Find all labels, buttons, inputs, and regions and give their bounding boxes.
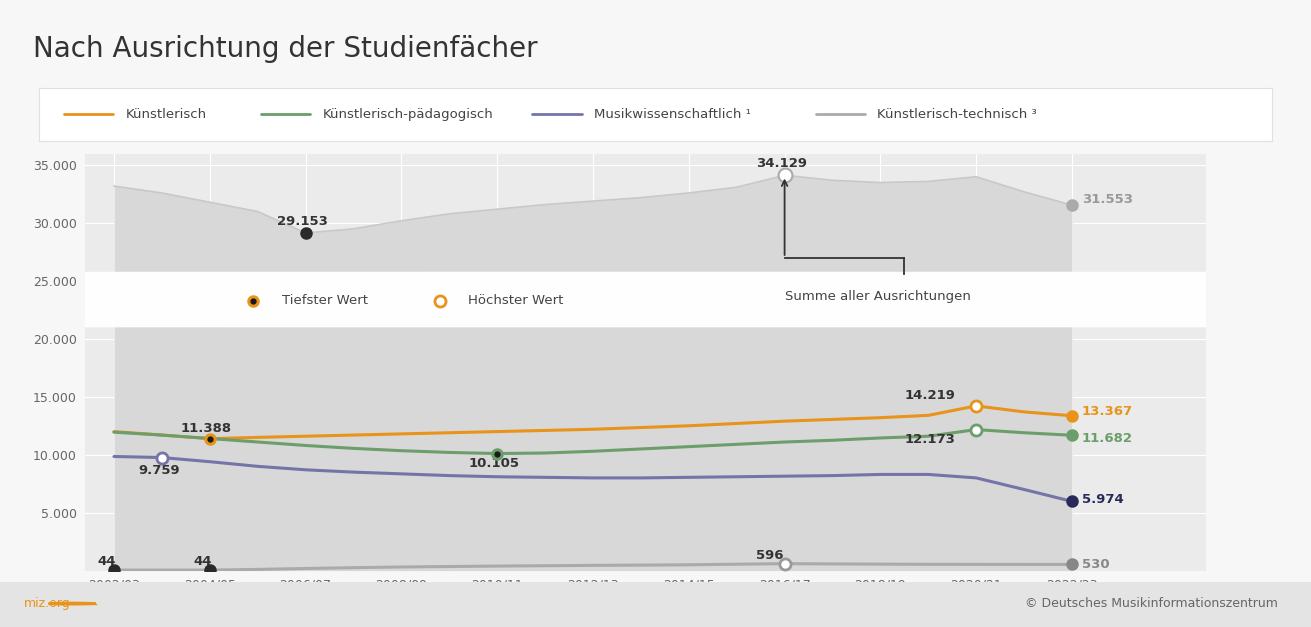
Text: 29.153: 29.153 [277,215,328,228]
Text: miz.org: miz.org [24,597,71,610]
Text: 31.553: 31.553 [1082,193,1133,206]
Text: 13.367: 13.367 [1082,404,1133,418]
Text: 44: 44 [97,555,115,568]
Text: Künstlerisch: Künstlerisch [126,108,207,121]
Text: 5.974: 5.974 [1082,493,1124,505]
Text: Künstlerisch-technisch ³: Künstlerisch-technisch ³ [877,108,1037,121]
Text: 530: 530 [1082,558,1109,571]
Text: Tiefster Wert: Tiefster Wert [282,294,367,307]
Text: 11.388: 11.388 [181,422,232,435]
Text: Summe aller Ausrichtungen: Summe aller Ausrichtungen [784,290,970,303]
Text: 11.682: 11.682 [1082,432,1133,445]
Text: 12.173: 12.173 [905,433,956,446]
Text: 596: 596 [756,549,784,562]
Text: Höchster Wert: Höchster Wert [468,294,564,307]
Text: 34.129: 34.129 [756,157,806,170]
Text: Künstlerisch-pädagogisch: Künstlerisch-pädagogisch [323,108,493,121]
Text: Musikwissenschaftlich ¹: Musikwissenschaftlich ¹ [594,108,751,121]
FancyBboxPatch shape [0,274,1311,327]
Text: 10.105: 10.105 [468,458,519,470]
Text: 44: 44 [193,555,211,568]
Text: © Deutsches Musikinformationszentrum: © Deutsches Musikinformationszentrum [1025,597,1278,610]
Text: 14.219: 14.219 [905,389,956,402]
Text: Nach Ausrichtung der Studienfächer: Nach Ausrichtung der Studienfächer [33,34,538,63]
FancyBboxPatch shape [0,271,1311,320]
Text: 9.759: 9.759 [138,464,180,477]
